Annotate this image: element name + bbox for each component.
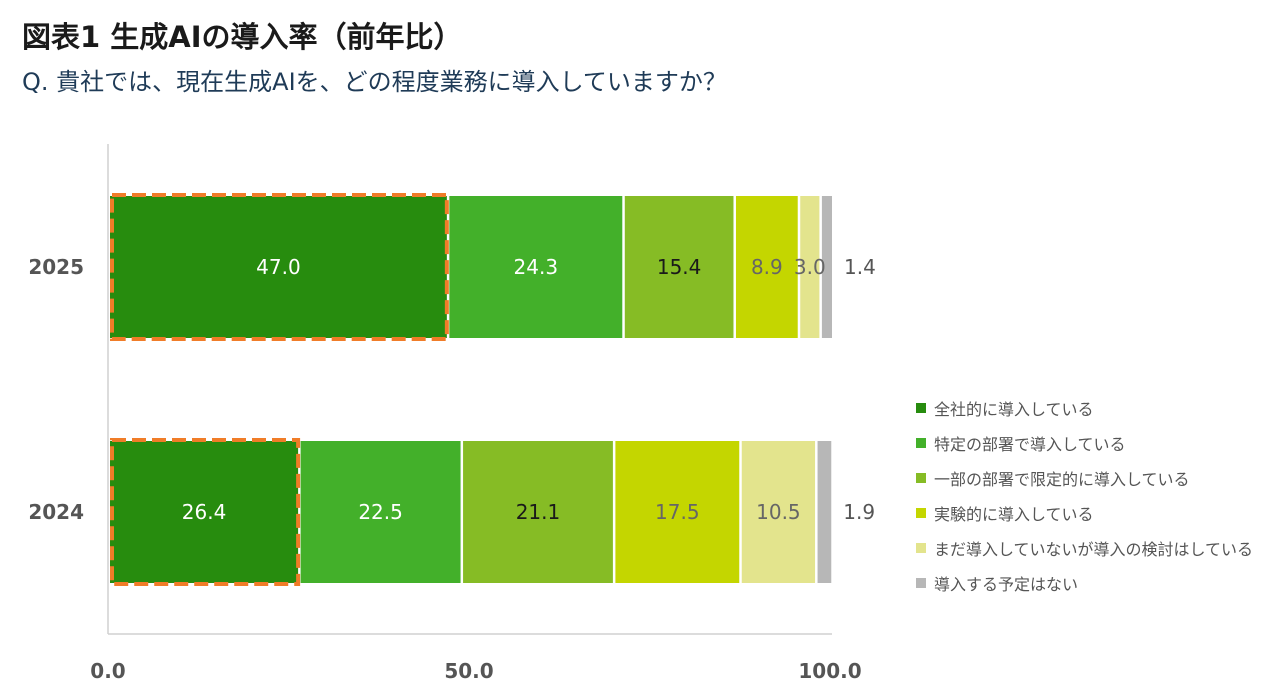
- chart-legend: 全社的に導入している特定の部署で導入している一部の部署で限定的に導入している 実験…: [916, 390, 1253, 600]
- legend-item-3: 一部の部署で限定的に導入している: [916, 460, 1253, 495]
- bar-2025-series-2: [449, 196, 623, 338]
- legend-label-3: 一部の部署で限定的に導入している: [934, 469, 1190, 489]
- bars-layer: [110, 196, 832, 583]
- x-tick-label-0: 0.0: [90, 659, 125, 683]
- value-label-2024-series-3: 21.1: [516, 500, 561, 524]
- bar-2024-series-3: [463, 441, 613, 583]
- legend-swatch-4: [916, 507, 926, 518]
- bar-2025-series-1: [110, 196, 447, 338]
- category-label-2024: 2024: [28, 500, 84, 524]
- value-label-2025-series-5: 3.0: [794, 255, 826, 279]
- bar-2025-series-3: [624, 196, 734, 338]
- legend-swatch-2: [916, 437, 926, 448]
- value-label-2025-series-2: 24.3: [514, 255, 559, 279]
- legend-label-6: 導入する予定はない: [934, 574, 1079, 594]
- value-label-2025-series-3: 15.4: [657, 255, 702, 279]
- bar-2024-series-2: [300, 441, 461, 583]
- legend-label-2: 特定の部署で導入している: [934, 434, 1126, 454]
- chart-subtitle: Q. 貴社では、現在生成AIを、どの程度業務に導入していますか？: [22, 68, 727, 96]
- x-tick-label-2: 100.0: [798, 659, 861, 683]
- legend-swatch-6: [916, 577, 926, 588]
- legend-item-6: 導入する予定はない: [916, 565, 1253, 600]
- labels-layer: 2025 47.0 24.3 15.4 8.9 3.0 1.4 2024 26.4 22.5 21.…: [28, 255, 875, 524]
- value-label-2024-series-1: 26.4: [182, 500, 227, 524]
- legend-item-4: 実験的に導入している: [916, 495, 1253, 530]
- bar-2024-series-6: [817, 441, 832, 583]
- value-label-2024-series-4: 17.5: [655, 500, 700, 524]
- value-label-2024-series-6: 1.9: [843, 500, 875, 524]
- legend-label-5: まだ導入していないが導入の検討はしている: [934, 539, 1254, 559]
- value-label-2024-series-2: 22.5: [358, 500, 403, 524]
- legend-swatch-1: [916, 402, 926, 413]
- chart-title: 図表1 生成AIの導入率（前年比）: [22, 20, 463, 54]
- highlight-outline-2024: [110, 438, 301, 586]
- bar-2025-series-6: [821, 196, 832, 338]
- category-label-2025: 2025: [28, 255, 84, 279]
- bar-2025-series-5: [800, 196, 820, 338]
- value-label-2025-series-6: 1.4: [844, 255, 876, 279]
- legend-swatch-5: [916, 542, 926, 553]
- value-label-2024-series-5: 10.5: [756, 500, 801, 524]
- bar-2024-series-5: [741, 441, 816, 583]
- legend-item-5: まだ導入していないが導入の検討はしている: [916, 530, 1253, 565]
- legend-swatch-3: [916, 472, 926, 483]
- legend-label-1: 全社的に導入している: [934, 399, 1094, 419]
- value-label-2025-series-4: 8.9: [751, 255, 783, 279]
- bar-2024-series-1: [110, 441, 299, 583]
- legend-item-1: 全社的に導入している: [916, 390, 1253, 425]
- bar-2025-series-4: [735, 196, 798, 338]
- legend-label-4: 実験的に導入している: [934, 504, 1094, 524]
- highlight-layer: [110, 193, 449, 586]
- x-tick-label-1: 50.0: [444, 659, 493, 683]
- bar-2024-series-4: [615, 441, 740, 583]
- legend-item-2: 特定の部署で導入している: [916, 425, 1253, 460]
- axis-layer: 0.0 50.0 100.0: [90, 144, 862, 683]
- highlight-outline-2025: [110, 193, 449, 341]
- value-label-2025-series-1: 47.0: [256, 255, 301, 279]
